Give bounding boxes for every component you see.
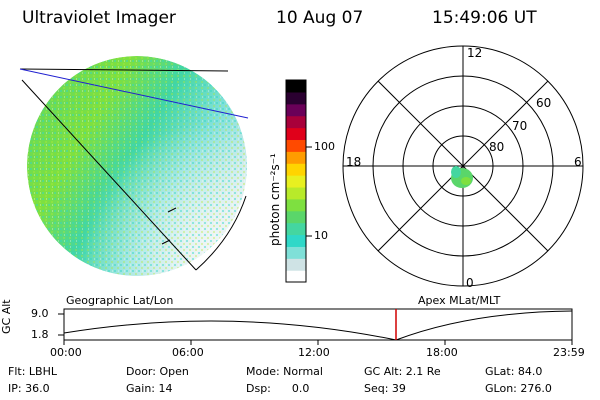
- mlt-label-18: 18: [346, 155, 362, 169]
- filter-value: Flt: LBHL: [8, 365, 57, 378]
- sequence-value: Seq: 39: [364, 382, 406, 395]
- dsp-value: Dsp: 0.0: [246, 382, 310, 395]
- x-tick-2359: 23:59: [553, 346, 585, 359]
- date-label: 10 Aug 07: [276, 8, 364, 28]
- colorbar-band: [286, 222, 306, 236]
- ip-value: IP: 36.0: [8, 382, 50, 395]
- mlat-label-70: 70: [512, 119, 528, 133]
- mlat-label-60: 60: [536, 96, 552, 110]
- colorbar-band: [286, 270, 306, 283]
- colorbar-band: [286, 151, 306, 164]
- gain-value: Gain: 14: [126, 382, 173, 395]
- altitude-curve: [63, 320, 397, 341]
- colorbar-band: [286, 103, 306, 117]
- x-tick-1200: 12:00: [298, 346, 330, 359]
- instrument-title: Ultraviolet Imager: [22, 8, 176, 28]
- colorbar-band: [286, 186, 306, 200]
- y-tick-low: 1.8: [31, 328, 49, 341]
- limb-arc: [195, 195, 247, 271]
- colorbar-band: [286, 175, 306, 188]
- auroral-spot: [451, 166, 473, 188]
- mlt-label-12: 12: [467, 46, 483, 60]
- polar-plot: [342, 45, 584, 287]
- gc-altitude-value: GC Alt: 2.1 Re: [364, 365, 441, 378]
- colorbar-tick-100: 100: [314, 140, 335, 153]
- geo-latitude-value: GLat: 84.0: [485, 365, 543, 378]
- y-tick-high: 9.0: [31, 307, 49, 320]
- colorbar-band: [286, 139, 306, 152]
- colorbar-band: [286, 163, 306, 176]
- apex-label: Apex MLat/MLT: [418, 294, 501, 307]
- mlat-label-80: 80: [489, 140, 505, 154]
- colorbar-band: [286, 127, 306, 141]
- horizon-line: [19, 68, 229, 72]
- altitude-plot-frame: [63, 308, 573, 341]
- geo-longitude-value: GLon: 276.0: [485, 382, 552, 395]
- mlt-label-0: 0: [466, 276, 474, 290]
- mlt-label-6: 6: [574, 155, 582, 169]
- x-tick-1800: 18:00: [426, 346, 458, 359]
- mode-value: Mode: Normal: [246, 365, 323, 378]
- geographic-label: Geographic Lat/Lon: [66, 294, 174, 307]
- x-tick-0000: 00:00: [50, 346, 82, 359]
- gc-alt-axis-label: GC Alt: [0, 299, 13, 334]
- colorbar-tick-10: 10: [314, 229, 328, 242]
- time-label: 15:49:06 UT: [432, 8, 537, 28]
- colorbar-band: [286, 258, 306, 271]
- x-tick-0600: 06:00: [172, 346, 204, 359]
- colorbar: [286, 80, 306, 283]
- colorbar-band: [286, 91, 306, 105]
- uv-globe-image: [27, 56, 247, 276]
- colorbar-band: [286, 115, 306, 129]
- terminator-line: [19, 68, 249, 119]
- colorbar-band: [286, 80, 306, 93]
- door-status: Door: Open: [126, 365, 189, 378]
- colorbar-unit-label: photon cm⁻²s⁻¹: [268, 153, 282, 246]
- colorbar-band: [286, 210, 306, 224]
- meridian-line: [21, 79, 197, 271]
- colorbar-band: [286, 246, 306, 259]
- colorbar-band: [286, 234, 306, 247]
- colorbar-band: [286, 198, 306, 212]
